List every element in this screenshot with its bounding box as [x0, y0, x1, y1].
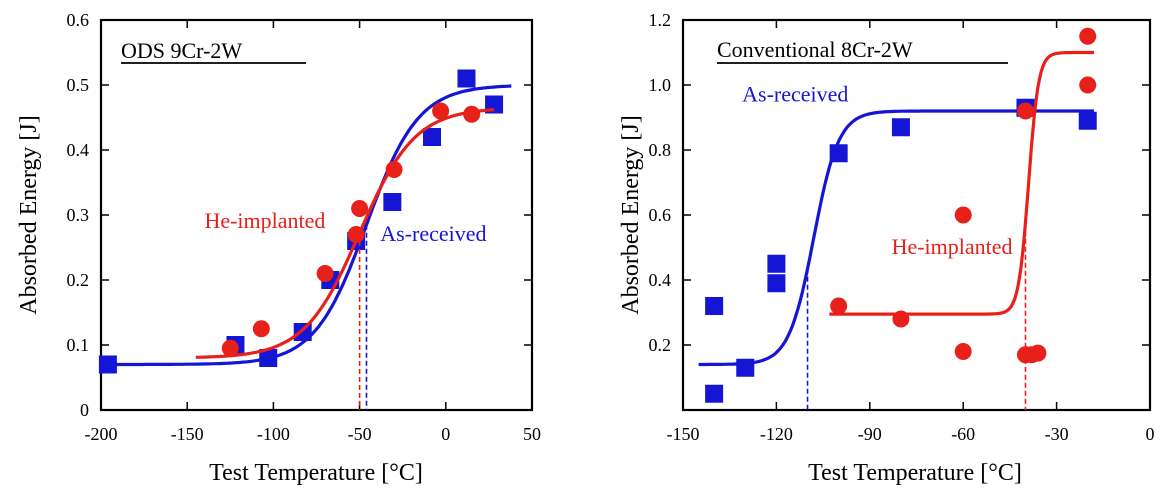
- data-point: [892, 310, 910, 328]
- data-point: [457, 69, 476, 88]
- x-tick-label: -120: [760, 424, 793, 444]
- data-point: [259, 349, 278, 367]
- data-point: [1078, 111, 1097, 130]
- x-axis-label: Test Temperature [°C]: [808, 460, 1022, 486]
- fit-curve: [829, 50, 1094, 316]
- x-tick-label: -30: [1045, 424, 1069, 444]
- data-point: [830, 297, 848, 315]
- series-label: As-received: [380, 221, 486, 246]
- data-point: [252, 320, 270, 338]
- fit-curve: [195, 108, 495, 359]
- data-point: [1079, 76, 1097, 94]
- x-axis-label: Test Temperature [°C]: [209, 460, 423, 486]
- y-axis-label: Absorbed Energy [J]: [618, 115, 644, 315]
- data-point: [221, 339, 239, 357]
- data-point: [432, 102, 450, 120]
- data-point: [829, 144, 848, 163]
- series-label: He-implanted: [892, 234, 1013, 259]
- y-tick-label: 0.6: [67, 10, 90, 30]
- y-tick-label: 0.4: [67, 140, 90, 160]
- data-point: [98, 355, 117, 374]
- x-tick-label: -150: [171, 424, 204, 444]
- y-tick-label: 0.6: [649, 205, 672, 225]
- y-tick-label: 0.2: [67, 270, 90, 290]
- y-tick-label: 0.4: [649, 270, 672, 290]
- x-tick-label: -50: [348, 424, 372, 444]
- data-point: [705, 384, 724, 403]
- x-tick-label: -100: [257, 424, 290, 444]
- x-tick-label: -200: [85, 424, 118, 444]
- y-tick-label: 0: [80, 400, 89, 420]
- data-point: [767, 254, 786, 273]
- chart-panel-1: -200 -150 -100 -50 0 50 0 0.1 0.2 0.3 0.4 0.5 0.6 Abs…: [16, 10, 541, 486]
- series-he-implanted: He-implanted: [829, 27, 1097, 410]
- data-point: [351, 200, 369, 217]
- data-point: [347, 226, 365, 243]
- x-tick-label: -90: [858, 424, 882, 444]
- data-point: [423, 128, 442, 146]
- y-tick-label: 0.8: [649, 140, 672, 160]
- series-as-received: As-received: [98, 69, 512, 410]
- data-point: [954, 343, 972, 360]
- data-point: [385, 161, 403, 178]
- y-axis-label: Absorbed Energy [J]: [16, 115, 42, 315]
- x-tick-label: -60: [951, 424, 975, 444]
- data-point: [316, 265, 334, 282]
- y-tick-label: 1.0: [649, 75, 672, 95]
- data-point: [705, 297, 724, 315]
- data-point: [954, 206, 972, 224]
- x-tick-label: -150: [667, 424, 700, 444]
- data-point: [383, 193, 402, 211]
- chart-panel-2: -150 -120 -90 -60 -30 0 0.2 0.4 0.6 0.8 1.0 1.2 Abso…: [618, 10, 1155, 486]
- data-point: [736, 358, 755, 377]
- series-label: He-implanted: [204, 208, 325, 233]
- y-tick-label: 1.2: [649, 10, 672, 30]
- y-tick-label: 0.3: [67, 205, 90, 225]
- series-he-implanted: He-implanted: [195, 102, 495, 410]
- panel-title: ODS 9Cr-2W: [121, 38, 242, 63]
- y-tick-label: 0.2: [649, 335, 672, 355]
- y-tick-label: 0.1: [67, 335, 90, 355]
- plot-frame: [681, 18, 1152, 412]
- series-label: As-received: [742, 81, 848, 106]
- data-point: [1079, 27, 1097, 45]
- data-point: [767, 274, 786, 293]
- data-point: [1016, 102, 1034, 120]
- y-tick-label: 0.5: [67, 75, 90, 95]
- panel-title: Conventional 8Cr-2W: [717, 37, 913, 62]
- x-tick-label: 0: [441, 424, 450, 444]
- x-tick-label: 50: [523, 424, 541, 444]
- data-point: [891, 118, 910, 137]
- data-point: [1029, 344, 1047, 362]
- x-tick-label: 0: [1146, 424, 1155, 444]
- data-point: [463, 105, 481, 123]
